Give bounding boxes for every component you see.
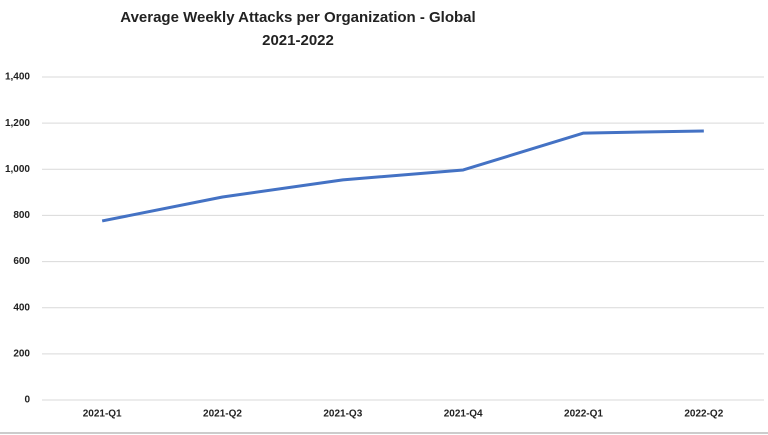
- x-tick-label: 2021-Q3: [323, 409, 362, 420]
- y-tick-label: 1,400: [5, 72, 30, 83]
- y-tick-label: 1,000: [5, 164, 30, 175]
- y-tick-label: 800: [13, 210, 30, 221]
- chart-subtitle: 2021-2022: [262, 32, 334, 49]
- y-tick-label: 0: [24, 395, 30, 406]
- y-tick-label: 600: [13, 256, 30, 267]
- x-tick-label: 2021-Q2: [203, 409, 242, 420]
- y-tick-label: 1,200: [5, 118, 30, 129]
- y-tick-label: 400: [13, 302, 30, 313]
- x-tick-label: 2021-Q4: [444, 409, 483, 420]
- data-line: [101, 129, 704, 223]
- chart-title: Average Weekly Attacks per Organization …: [120, 9, 475, 26]
- x-tick-label: 2021-Q1: [83, 409, 122, 420]
- x-tick-label: 2022-Q2: [684, 409, 723, 420]
- x-tick-label: 2022-Q1: [564, 409, 603, 420]
- y-tick-label: 200: [13, 348, 30, 359]
